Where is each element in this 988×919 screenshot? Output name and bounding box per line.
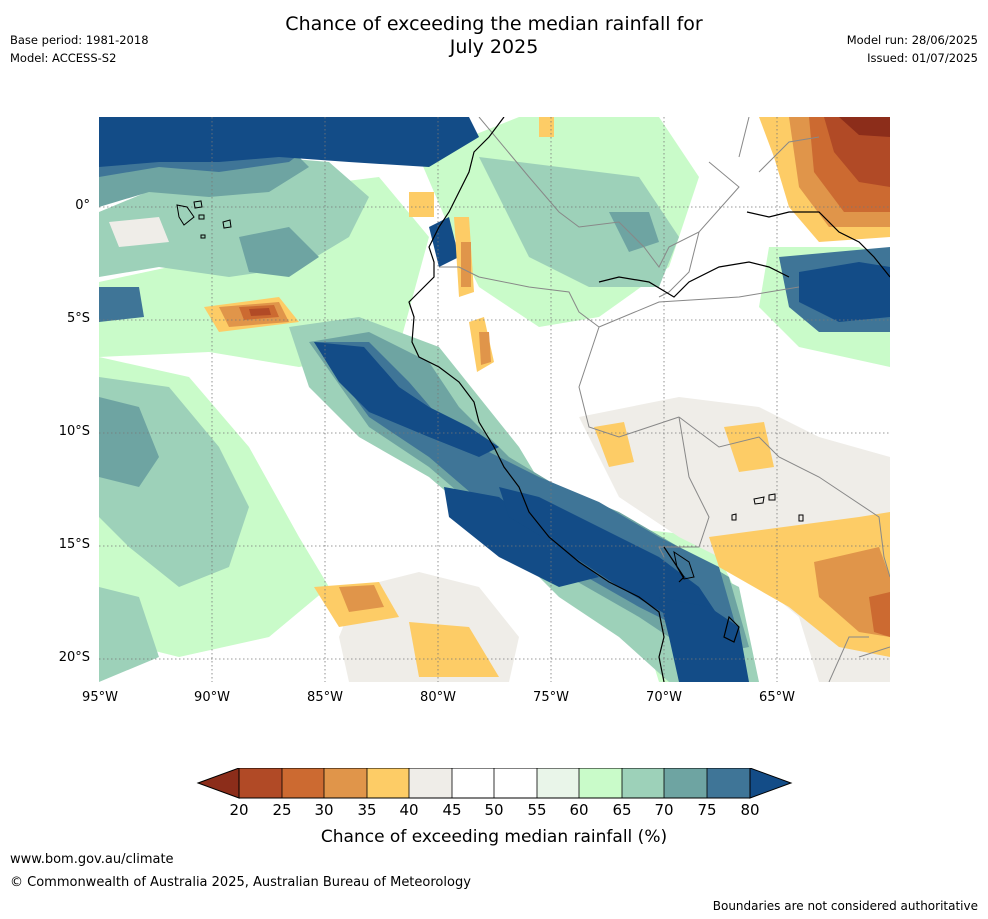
- colorbar-65-70: [622, 768, 664, 798]
- lake-titicaca: [673, 550, 695, 580]
- cb-tick-40: 40: [399, 801, 419, 819]
- lon-label-95w: 95°W: [82, 690, 118, 705]
- cb-tick-30: 30: [314, 801, 334, 819]
- footer-url[interactable]: www.bom.gov.au/climate: [10, 852, 174, 867]
- colorbar-70-75: [664, 768, 707, 798]
- coastline: [408, 117, 890, 682]
- colorbar-50-55: [494, 768, 537, 798]
- colorbar-40-45: [409, 768, 452, 798]
- colorbar-below-20: [196, 768, 240, 799]
- lat-label-15s: 15°S: [58, 537, 90, 552]
- meta-right: Model run: 28/06/2025 Issued: 01/07/2025: [847, 31, 978, 67]
- colorbar-35-40: [367, 768, 409, 798]
- colorbar: [196, 768, 793, 799]
- galapagos-islands: [176, 200, 232, 239]
- base-period: Base period: 1981-2018: [10, 33, 149, 47]
- colorbar-above-80: [749, 768, 793, 799]
- colorbar-title: Chance of exceeding median rainfall (%): [320, 827, 668, 847]
- colorbar-outline: [238, 768, 751, 799]
- lon-label-85w: 85°W: [307, 690, 343, 705]
- cb-tick-35: 35: [357, 801, 377, 819]
- colorbar-75-80: [707, 768, 750, 798]
- title-line-1: Chance of exceeding the median rainfall …: [285, 13, 703, 35]
- cb-tick-70: 70: [654, 801, 674, 819]
- country-boundaries: [439, 117, 890, 682]
- cb-tick-65: 65: [612, 801, 632, 819]
- model-run: Model run: 28/06/2025: [846, 33, 978, 47]
- colorbar-20-25: [239, 768, 282, 798]
- title-line-2: July 2025: [449, 36, 539, 58]
- cb-tick-25: 25: [272, 801, 292, 819]
- zone-above-80: [99, 117, 890, 682]
- cb-tick-80: 80: [740, 801, 760, 819]
- cb-tick-75: 75: [697, 801, 717, 819]
- lon-label-90w: 90°W: [194, 690, 230, 705]
- map-title: Chance of exceeding the median rainfall …: [0, 13, 988, 59]
- rainfall-map: [99, 117, 890, 682]
- cb-tick-55: 55: [527, 801, 547, 819]
- colorbar-60-65: [579, 768, 622, 798]
- meta-left: Base period: 1981-2018 Model: ACCESS-S2: [10, 31, 149, 67]
- cb-tick-60: 60: [569, 801, 589, 819]
- lon-label-65w: 65°W: [759, 690, 795, 705]
- lat-label-20s: 20°S: [58, 650, 90, 665]
- colorbar-55-60: [537, 768, 579, 798]
- zone-below-20: [839, 117, 890, 137]
- footer-copyright: © Commonwealth of Australia 2025, Austra…: [10, 875, 471, 890]
- issued-date: Issued: 01/07/2025: [867, 51, 978, 65]
- lat-label-10s: 10°S: [58, 424, 90, 439]
- cb-tick-45: 45: [442, 801, 462, 819]
- cb-tick-50: 50: [484, 801, 504, 819]
- lat-label-0: 0°: [75, 198, 90, 213]
- lon-label-70w: 70°W: [646, 690, 682, 705]
- colorbar-25-30: [282, 768, 324, 798]
- model-name: Model: ACCESS-S2: [10, 51, 117, 65]
- lon-label-80w: 80°W: [420, 690, 456, 705]
- colorbar-45-50: [452, 768, 494, 798]
- lon-label-75w: 75°W: [533, 690, 569, 705]
- lat-label-5s: 5°S: [66, 311, 90, 326]
- cb-tick-20: 20: [229, 801, 249, 819]
- footer-disclaimer: Boundaries are not considered authoritat…: [712, 899, 978, 913]
- colorbar-30-35: [324, 768, 367, 798]
- small-lakes: [731, 493, 804, 522]
